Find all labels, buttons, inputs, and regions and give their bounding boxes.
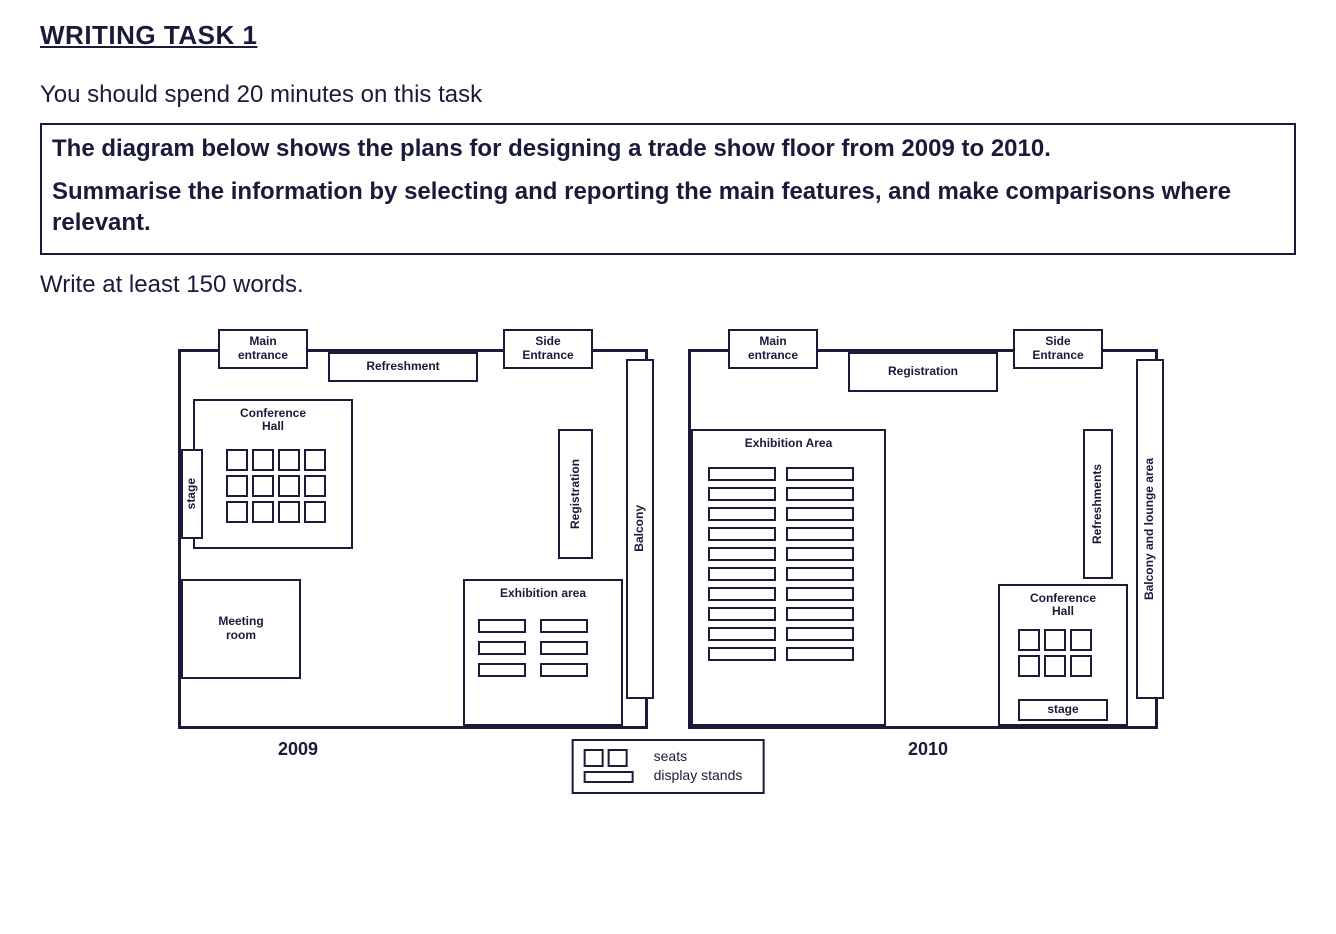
seat-icon [278,501,300,523]
exhibition-area-label-2010: Exhibition Area [745,437,833,450]
floorplans-container: Main entrance Side Entrance Refreshment … [40,329,1296,729]
seat-icon [252,475,274,497]
legend-stand-icon [584,771,634,783]
seat-icon [226,475,248,497]
seat-icon [226,501,248,523]
seat-icon [226,449,248,471]
balcony-lounge-2010: Balcony and lounge area [1136,359,1164,699]
refreshments-2010: Refreshments [1083,429,1113,579]
registration-label-2009: Registration [569,459,582,529]
floorplan-2010: Main entrance Side Entrance Registration… [688,329,1158,729]
refreshments-label-2010: Refreshments [1091,464,1104,544]
seat-icon [278,475,300,497]
display-stand-icon [708,467,776,481]
display-stand-icon [786,507,854,521]
balcony-lounge-label-2010: Balcony and lounge area [1143,458,1156,600]
seat-icon [1044,629,1066,651]
display-stand-icon [708,587,776,601]
display-stand-icon [786,627,854,641]
registration-2010: Registration [848,352,998,392]
seat-icon [1018,655,1040,677]
seat-icon [1070,655,1092,677]
legend-text: seats display stands [654,747,743,786]
legend-seat-icon [584,749,604,767]
display-stand-icon [708,507,776,521]
seat-icon [252,501,274,523]
seat-icon [304,475,326,497]
seat-icon [304,501,326,523]
display-stand-icon [786,527,854,541]
display-stand-icon [786,587,854,601]
seat-icon [278,449,300,471]
display-stand-icon [786,607,854,621]
legend-stands-label: display stands [654,766,743,786]
stage-label-2009: stage [185,478,198,509]
conference-hall-2009: Conference Hall [193,399,353,549]
conference-hall-label-2010: Conference Hall [1030,592,1096,618]
legend-icons [584,749,634,783]
seat-icon [1044,655,1066,677]
balcony-2009: Balcony [626,359,654,699]
display-stand-icon [708,547,776,561]
stage-2009: stage [181,449,203,539]
side-entrance-2010: Side Entrance [1013,329,1103,369]
seat-icon [1070,629,1092,651]
display-stand-icon [478,619,526,633]
legend-seat-icons [584,749,628,767]
display-stand-icon [708,567,776,581]
display-stand-icon [478,663,526,677]
display-stand-icon [540,663,588,677]
display-stand-icon [786,647,854,661]
display-stand-icon [708,647,776,661]
display-stand-icon [540,641,588,655]
legend-seats-label: seats [654,747,743,767]
exhibition-area-label-2009: Exhibition area [500,587,586,600]
conference-hall-label-2009: Conference Hall [240,407,306,433]
main-entrance-2009: Main entrance [218,329,308,369]
display-stand-icon [708,487,776,501]
display-stand-icon [708,607,776,621]
main-entrance-2010: Main entrance [728,329,818,369]
display-stand-icon [708,627,776,641]
seat-icon [252,449,274,471]
refreshment-2009: Refreshment [328,352,478,382]
display-stand-icon [786,487,854,501]
display-stand-icon [708,527,776,541]
display-stand-icon [786,547,854,561]
seat-icon [304,449,326,471]
display-stand-icon [478,641,526,655]
display-stand-icon [786,467,854,481]
year-labels-row: 2009 2010 seats display stands [40,739,1296,760]
legend-seat-icon [608,749,628,767]
balcony-label-2009: Balcony [633,505,646,552]
meeting-room-2009: Meeting room [181,579,301,679]
display-stand-icon [540,619,588,633]
side-entrance-2009: Side Entrance [503,329,593,369]
display-stand-icon [786,567,854,581]
prompt-line-2: Summarise the information by selecting a… [52,176,1284,238]
floorplan-2009: Main entrance Side Entrance Refreshment … [178,329,648,729]
legend-box: seats display stands [572,739,765,794]
seat-icon [1018,629,1040,651]
stage-2010: stage [1018,699,1108,721]
time-instruction: You should spend 20 minutes on this task [40,81,1296,109]
task-prompt-box: The diagram below shows the plans for de… [40,123,1296,255]
registration-2009: Registration [558,429,593,559]
word-count-instruction: Write at least 150 words. [40,271,1296,299]
prompt-line-1: The diagram below shows the plans for de… [52,133,1284,164]
document-title: WRITING TASK 1 [40,20,1296,51]
